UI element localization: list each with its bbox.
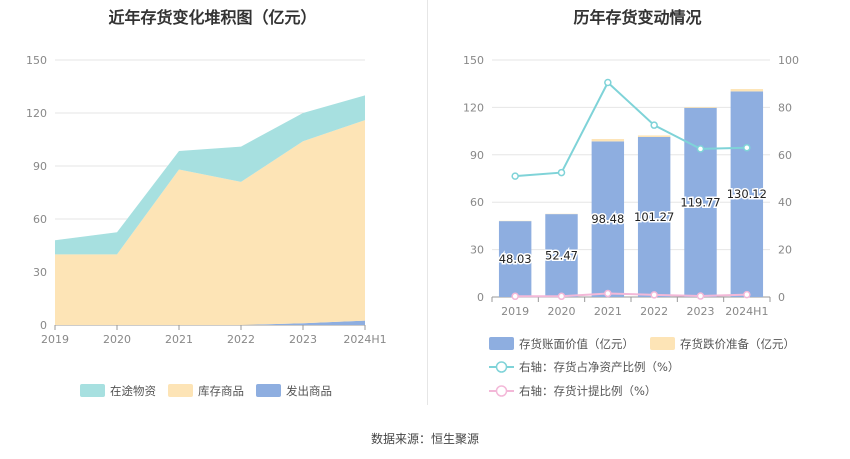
- charts-canvas: 0 30 60 90 120 150 2019 2020 2021 2022 2023 2024H1 在…: [26, 54, 799, 398]
- bar-data-label: 101.27: [634, 210, 674, 224]
- right-y2-tick-label: 0: [778, 291, 785, 304]
- bar-book-value: [498, 221, 532, 297]
- legend-swatch: [489, 337, 514, 350]
- right-y2-tick-label: 60: [778, 149, 792, 162]
- left-x-tick-label: 2023: [289, 333, 317, 346]
- left-y-tick-label: 30: [33, 266, 47, 279]
- legend-swatch: [256, 384, 281, 397]
- line-point-1: [557, 168, 566, 177]
- bar-data-label: 119.77: [680, 195, 720, 209]
- right-chart-title: 历年存货变动情况: [573, 8, 702, 27]
- line-point-1: [511, 172, 519, 180]
- legend-label: 发出商品: [286, 384, 332, 398]
- bar-data-label: 130.12: [727, 187, 767, 201]
- left-y-tick-label: 90: [33, 160, 47, 173]
- bar-impairment: [637, 135, 671, 137]
- line-series-2: [515, 292, 747, 298]
- legend-label: 在途物资: [110, 384, 156, 398]
- legend-swatch: [168, 384, 193, 397]
- legend-line-marker: [495, 361, 508, 373]
- line-point-2: [696, 292, 705, 300]
- line-point-2: [511, 292, 519, 301]
- right-y-tick-label: 120: [463, 101, 484, 114]
- left-x-tick-label: 2020: [103, 333, 131, 346]
- data-source-label: 数据来源：恒生聚源: [370, 432, 479, 446]
- panel-divider: [427, 0, 428, 405]
- right-y2-tick-label: 20: [778, 244, 792, 257]
- line-point-1: [743, 143, 751, 152]
- right-y-tick-label: 60: [470, 196, 484, 209]
- bar-impairment: [591, 139, 625, 142]
- right-x-tick-label: 2023: [687, 305, 715, 318]
- left-y-tick-label: 120: [26, 107, 47, 120]
- right-x-tick-label: 2019: [501, 305, 529, 318]
- bar-impairment: [730, 89, 764, 92]
- bar-data-label: 48.03: [499, 252, 532, 266]
- line-point-1: [604, 78, 612, 87]
- legend-label: 右轴：存货计提比例（%）: [519, 384, 656, 398]
- legend-line-marker: [495, 385, 508, 397]
- left-y-tick-label: 60: [33, 213, 47, 226]
- area-在途物资: [55, 95, 365, 255]
- right-y-tick-label: 90: [470, 149, 484, 162]
- left-chart-title: 近年存货变化堆积图（亿元）: [108, 8, 317, 27]
- bar-book-value: [684, 107, 717, 297]
- left-x-tick-label: 2021: [165, 333, 193, 346]
- line-series-1: [515, 80, 747, 178]
- left-x-tick-label: 2024H1: [343, 333, 386, 346]
- bar-book-value: [637, 136, 671, 297]
- bar-book-value: [591, 141, 625, 297]
- area-发出商品: [55, 320, 365, 325]
- bar-data-label: 52.47: [545, 249, 578, 263]
- right-y-tick-label: 0: [477, 291, 484, 304]
- right-y2-tick-label: 40: [778, 196, 792, 209]
- legend-label: 库存商品: [198, 384, 244, 398]
- left-x-tick-label: 2022: [227, 333, 255, 346]
- bar-data-label: 98.48: [591, 212, 624, 226]
- area-库存商品: [55, 120, 365, 325]
- right-y2-tick-label: 80: [778, 101, 792, 114]
- bar-impairment: [684, 106, 717, 108]
- bar-book-value: [730, 91, 764, 297]
- right-x-tick-label: 2024H1: [725, 305, 768, 318]
- line-point-1: [650, 121, 658, 129]
- right-x-tick-label: 2020: [548, 305, 576, 318]
- left-y-tick-label: 150: [26, 54, 47, 67]
- legend-swatch: [80, 384, 105, 397]
- legend-label: 右轴：存货占净资产比例（%）: [519, 360, 679, 374]
- legend-label: 存货账面价值（亿元）: [519, 337, 634, 351]
- right-x-tick-label: 2022: [640, 305, 668, 318]
- line-point-2: [743, 290, 751, 299]
- right-y-tick-label: 150: [463, 54, 484, 67]
- line-point-2: [604, 289, 612, 298]
- right-x-tick-label: 2021: [594, 305, 622, 318]
- left-y-tick-label: 0: [40, 319, 47, 332]
- bar-book-value: [545, 214, 578, 297]
- right-y2-tick-label: 100: [778, 54, 799, 67]
- line-point-2: [557, 292, 566, 301]
- left-x-tick-label: 2019: [41, 333, 69, 346]
- line-point-1: [696, 145, 705, 153]
- line-point-2: [650, 291, 658, 299]
- legend-swatch: [650, 337, 675, 350]
- legend-label: 存货跌价准备（亿元）: [680, 337, 795, 351]
- right-y-tick-label: 30: [470, 244, 484, 257]
